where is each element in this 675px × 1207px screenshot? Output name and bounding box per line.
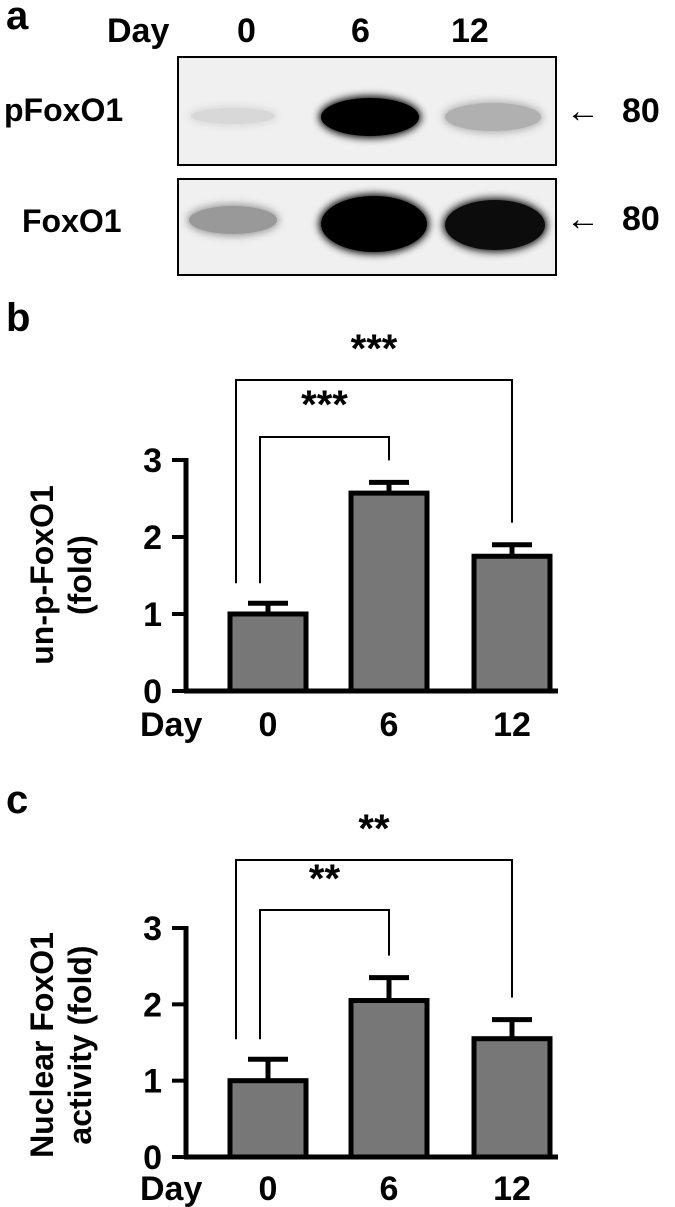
chart-b-bar (227, 611, 309, 694)
blot-arrow-foxo1: ← (566, 200, 600, 238)
band-pfoxo1-day0 (191, 108, 275, 124)
blot-strip-pfoxo1 (177, 56, 557, 166)
chart-c-category-label: 0 (259, 1170, 278, 1207)
blot-marker-pfoxo1: 80 (622, 92, 660, 130)
chart-c-sig-bracket (259, 909, 390, 1040)
blot-strip-foxo1 (177, 178, 557, 276)
band-foxo1-day0 (189, 206, 277, 234)
chart-c-bar (471, 1036, 553, 1160)
chart-b-ytick-label: 2 (143, 519, 162, 557)
chart-c-ytick-label: 0 (143, 1139, 162, 1177)
band-foxo1-day6 (321, 196, 427, 252)
chart-b-sig-label: *** (301, 383, 348, 427)
chart-b-category-label: 12 (493, 706, 531, 744)
chart-b-bar (471, 553, 553, 694)
band-foxo1-day12 (445, 200, 545, 250)
chart-c-sig-label: ** (358, 807, 390, 851)
chart-c-bar (227, 1078, 309, 1160)
blot-lane-label-6: 6 (351, 12, 370, 50)
chart-b-sig-bracket (235, 379, 513, 584)
chart-c-ytick-label: 1 (143, 1063, 162, 1101)
chart-b-sig-bracket (259, 436, 390, 584)
chart-b-category-label: 0 (259, 706, 278, 744)
chart-c-sig-label: ** (309, 857, 341, 901)
chart-c-day-label: Day (140, 1170, 202, 1207)
chart-c-ytick-label: 3 (143, 910, 162, 948)
chart-c-ytick-label: 2 (143, 986, 162, 1024)
blot-row-label-foxo1: FoxO1 (22, 203, 122, 239)
chart-c-bar (348, 998, 430, 1160)
chart-b-bar (348, 490, 430, 694)
chart-b-ylabel-line: un-p-FoxO1 (24, 485, 60, 665)
chart-b-day-label: Day (140, 706, 202, 744)
panel-c-letter: c (6, 778, 29, 822)
blot-day-header: Day (107, 12, 170, 50)
chart-c-sig-bracket (235, 859, 513, 1040)
chart-c-ylabel-line: Nuclear FoxO1 (24, 932, 60, 1158)
chart-c-category-label: 6 (380, 1170, 399, 1207)
chart-b-category-label: 6 (380, 706, 399, 744)
chart-b-ytick-label: 1 (143, 596, 162, 634)
chart-b-sig-label: *** (351, 327, 398, 371)
chart-c-ylabel-line: activity (fold) (62, 945, 98, 1144)
band-pfoxo1-day12 (445, 103, 541, 131)
chart-b-ytick-label: 3 (143, 442, 162, 480)
blot-marker-foxo1: 80 (622, 200, 660, 238)
blot-lane-label-0: 0 (237, 12, 256, 50)
blot-arrow-pfoxo1: ← (566, 92, 600, 130)
panel-a-letter: a (6, 0, 29, 38)
panel-b-letter: b (6, 296, 31, 340)
chart-b-ytick-label: 0 (143, 673, 162, 711)
chart-b-ylabel-line: (fold) (62, 535, 98, 615)
blot-row-label-pfoxo1: pFoxO1 (4, 92, 124, 128)
blot-lane-label-12: 12 (451, 12, 489, 50)
band-pfoxo1-day6 (321, 98, 419, 136)
chart-c-category-label: 12 (493, 1170, 531, 1207)
